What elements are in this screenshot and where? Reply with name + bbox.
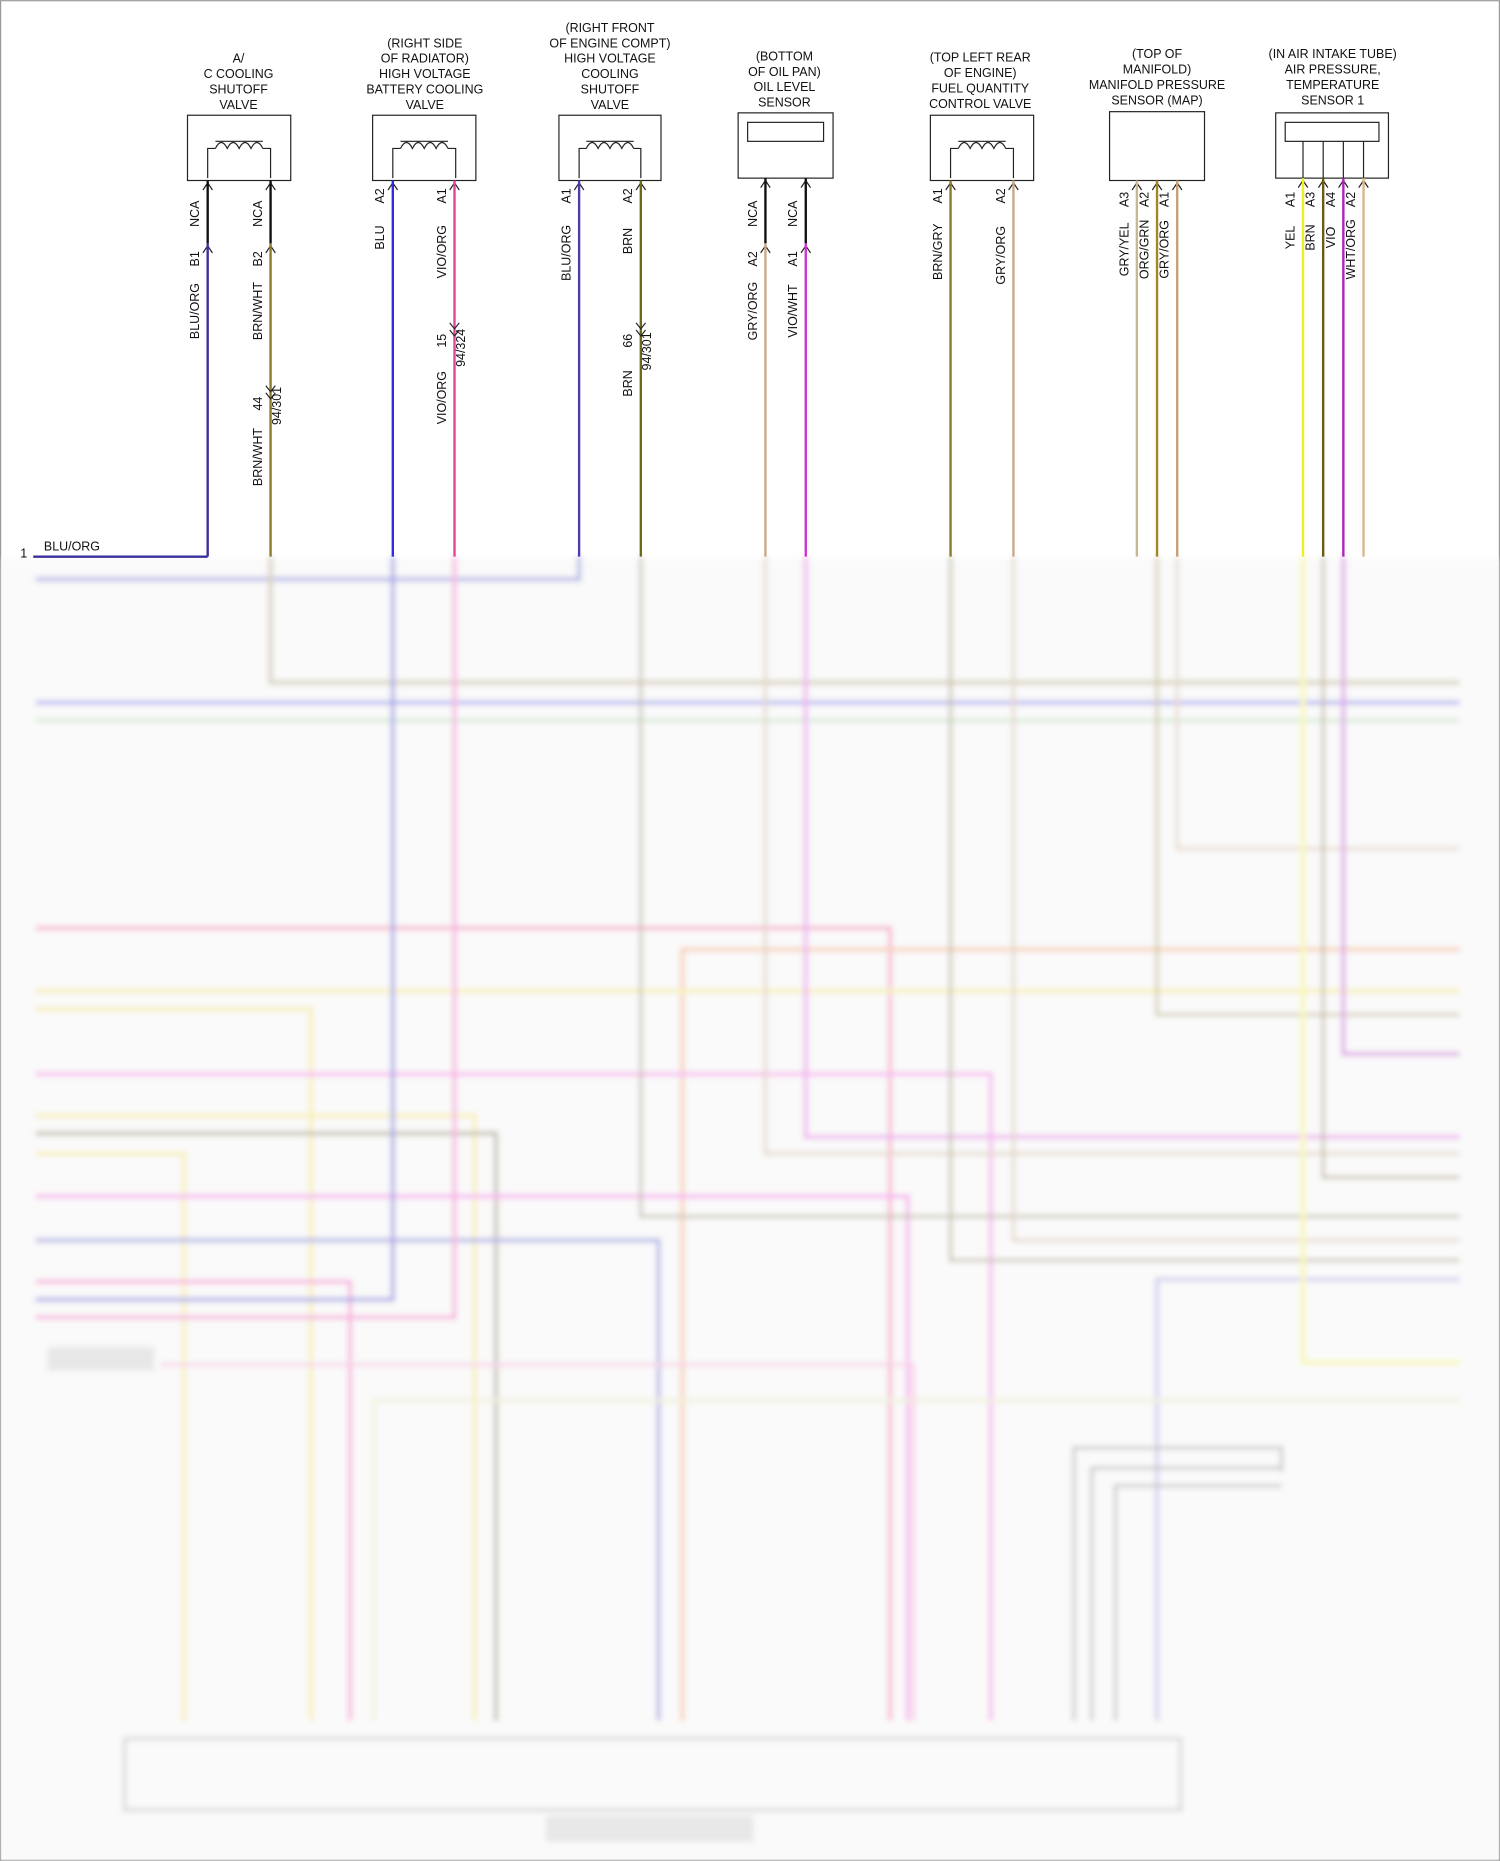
- component-label: MANIFOLD PRESSURE: [1089, 78, 1225, 92]
- component-label: (BOTTOM: [756, 49, 813, 63]
- connector-id: 94/301: [640, 332, 654, 370]
- terminal-label: NCA: [746, 200, 760, 227]
- coil-symbol: [578, 140, 642, 179]
- component-label: TEMPERATURE: [1286, 78, 1379, 92]
- coil-symbol: [949, 140, 1015, 179]
- connector-id: 94/301: [270, 387, 284, 425]
- pin-label: A1: [560, 188, 574, 203]
- wire-color: BLU: [373, 225, 387, 249]
- coil-symbol: [392, 140, 457, 179]
- component-label: (TOP LEFT REAR: [930, 51, 1031, 65]
- component-label: SENSOR (MAP): [1111, 93, 1202, 107]
- terminal-label: NCA: [188, 200, 202, 227]
- blurred-area: [0, 556, 1500, 1861]
- pin-label: B2: [251, 251, 265, 266]
- wire-color: BRN: [621, 228, 635, 254]
- pin-label: A1: [1158, 192, 1172, 207]
- component-label: MANIFOLD): [1123, 62, 1192, 76]
- wire-color: BLU/ORG: [560, 225, 574, 281]
- inline-connector: [635, 322, 647, 337]
- wire-color: BRN/WHT: [251, 282, 265, 340]
- component-label: SHUTOFF: [209, 83, 268, 97]
- pin-label: A2: [1344, 192, 1358, 207]
- component-label: (RIGHT FRONT: [565, 21, 654, 35]
- pin-label: A2: [746, 251, 760, 266]
- wire-color: BLU/ORG: [44, 539, 100, 553]
- inline-connector: [265, 385, 276, 400]
- wire-color: VIO/WHT: [786, 284, 800, 338]
- component-label: SHUTOFF: [581, 83, 640, 97]
- component-label: SENSOR 1: [1301, 93, 1364, 107]
- wire-color: BRN: [1304, 224, 1318, 250]
- component-label: (RIGHT SIDE: [387, 36, 462, 50]
- wire-color: VIO: [1324, 226, 1338, 248]
- wire-color: VIO/ORG: [435, 371, 449, 424]
- pin-label: B1: [188, 251, 202, 266]
- pin-label: A2: [621, 188, 635, 203]
- wire-color: BLU/ORG: [188, 283, 202, 339]
- wire-color: YEL: [1283, 226, 1297, 250]
- inline-connector: [449, 322, 460, 337]
- wire-color: BRN: [621, 370, 635, 396]
- wire-number: 1: [20, 547, 27, 561]
- pin-label: A2: [1137, 192, 1151, 207]
- pin-label: A1: [1283, 192, 1297, 207]
- pin-label: A4: [1324, 192, 1338, 207]
- component-label: (TOP OF: [1132, 47, 1182, 61]
- wire-color: GRY/ORG: [994, 226, 1008, 285]
- pin-label: A1: [931, 188, 945, 203]
- pin-label: A2: [994, 188, 1008, 203]
- wire-color: WHT/ORG: [1344, 219, 1358, 279]
- component-label: FUEL QUANTITY: [931, 81, 1029, 95]
- pin-label: A1: [435, 188, 449, 203]
- component-label: OF ENGINE COMPT): [549, 36, 670, 50]
- sensor-element: [1284, 121, 1380, 142]
- component-label: COOLING: [581, 67, 638, 81]
- pin-label: A3: [1117, 192, 1131, 207]
- wire-color: GRY/YEL: [1117, 222, 1131, 276]
- wire-color: ORG/GRN: [1137, 220, 1151, 280]
- component-label: VALVE: [406, 98, 444, 112]
- component-label: AIR PRESSURE,: [1285, 62, 1381, 76]
- wire-color: VIO/ORG: [435, 225, 449, 278]
- pin-label: A2: [373, 188, 387, 203]
- component-label: OF RADIATOR): [381, 52, 469, 66]
- connector-id: 94/324: [454, 329, 468, 367]
- component-label: CONTROL VALVE: [929, 97, 1031, 111]
- wire-color: BRN/GRY: [931, 223, 945, 280]
- component-label: C COOLING: [204, 67, 274, 81]
- component-label: (IN AIR INTAKE TUBE): [1269, 47, 1397, 61]
- pin-label: A1: [786, 251, 800, 266]
- wire-color: BRN/WHT: [251, 428, 265, 486]
- component-label: A/: [233, 52, 245, 66]
- component-label: OF OIL PAN): [748, 65, 821, 79]
- connector-pin: 66: [621, 334, 635, 348]
- terminal-label: NCA: [251, 200, 265, 227]
- component-label: BATTERY COOLING: [366, 83, 483, 97]
- terminal-label: NCA: [786, 200, 800, 227]
- wire-color: GRY/ORG: [746, 282, 760, 341]
- coil-symbol: [207, 140, 272, 179]
- component-label: VALVE: [219, 98, 257, 112]
- component-label: OF ENGINE): [944, 66, 1017, 80]
- wire-color: GRY/ORG: [1158, 220, 1172, 279]
- sensor-element: [747, 121, 825, 142]
- component-label: OIL LEVEL: [753, 80, 815, 94]
- connector-pin: 15: [435, 334, 449, 348]
- component-label: HIGH VOLTAGE: [564, 52, 656, 66]
- component-label: SENSOR: [758, 96, 811, 110]
- component-box: [1108, 111, 1206, 182]
- component-label: VALVE: [591, 98, 629, 112]
- connector-pin: 44: [251, 397, 265, 411]
- pin-label: A3: [1304, 192, 1318, 207]
- component-label: HIGH VOLTAGE: [379, 67, 471, 81]
